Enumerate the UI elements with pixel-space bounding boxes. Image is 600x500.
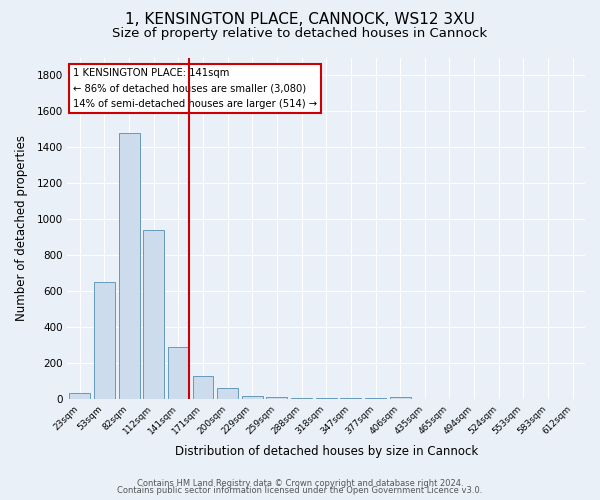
Bar [69,393,90,399]
Bar [217,388,238,399]
Y-axis label: Number of detached properties: Number of detached properties [15,136,28,322]
Bar [119,133,140,399]
Bar [389,396,410,399]
Bar [291,398,312,399]
Bar [242,396,263,399]
Bar [193,376,214,399]
Bar [316,398,337,399]
Text: Size of property relative to detached houses in Cannock: Size of property relative to detached ho… [112,28,488,40]
Text: 1, KENSINGTON PLACE, CANNOCK, WS12 3XU: 1, KENSINGTON PLACE, CANNOCK, WS12 3XU [125,12,475,28]
Bar [340,398,361,399]
X-axis label: Distribution of detached houses by size in Cannock: Distribution of detached houses by size … [175,444,478,458]
Text: Contains HM Land Registry data © Crown copyright and database right 2024.: Contains HM Land Registry data © Crown c… [137,478,463,488]
Bar [365,398,386,399]
Bar [168,347,189,399]
Bar [143,230,164,399]
Bar [266,398,287,399]
Bar [94,282,115,399]
Text: 1 KENSINGTON PLACE: 141sqm
← 86% of detached houses are smaller (3,080)
14% of s: 1 KENSINGTON PLACE: 141sqm ← 86% of deta… [73,68,317,109]
Text: Contains public sector information licensed under the Open Government Licence v3: Contains public sector information licen… [118,486,482,495]
